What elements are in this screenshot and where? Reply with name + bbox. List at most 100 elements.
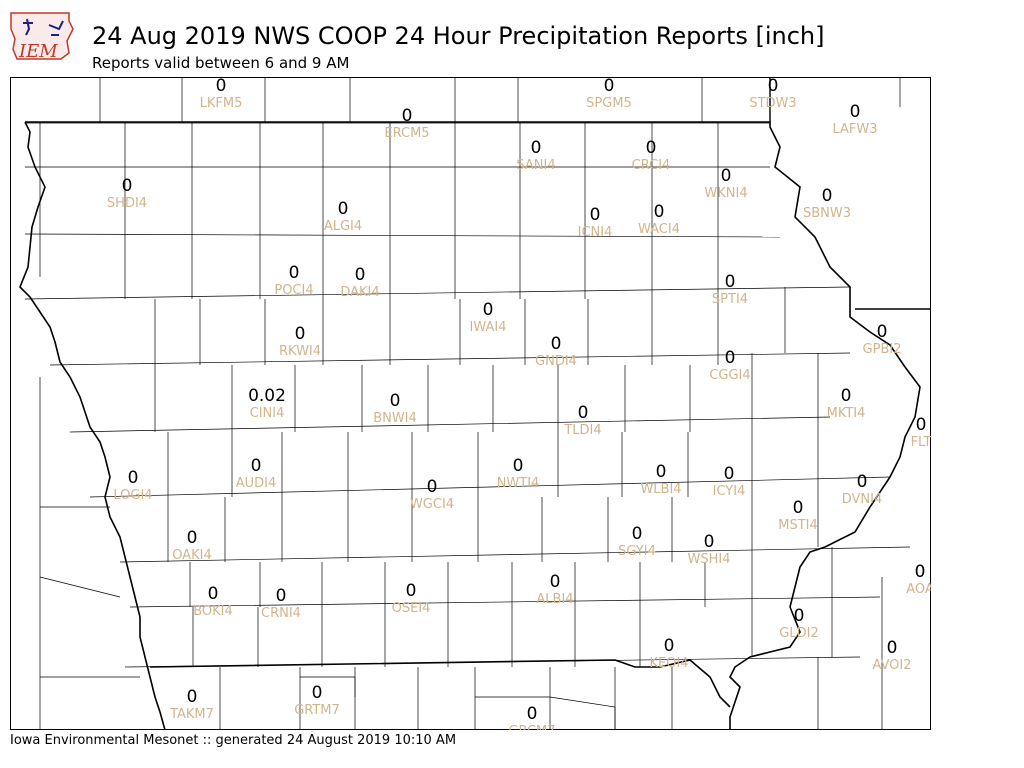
- station-value: 0: [355, 265, 366, 285]
- station-value: 0: [427, 477, 438, 497]
- station-value: 0: [551, 334, 562, 354]
- station-id-label: DVNI4: [842, 492, 883, 507]
- station-value: 0: [483, 300, 494, 320]
- station-value: 0: [704, 532, 715, 552]
- station-id-label: STDW3: [749, 96, 796, 111]
- station-value: 0: [590, 205, 601, 225]
- station-value: 0: [654, 202, 665, 222]
- station-value: 0: [604, 77, 615, 96]
- station-id-label: WGCI4: [410, 497, 454, 512]
- footer-credit: Iowa Environmental Mesonet :: generated …: [10, 733, 457, 748]
- station-value: 0: [390, 391, 401, 411]
- station-value: 0: [793, 498, 804, 518]
- station-value: 0: [402, 106, 413, 126]
- station-id-label: GNDI4: [535, 354, 577, 369]
- station-id-label: GRTM7: [294, 703, 340, 718]
- station-value: 0: [632, 524, 643, 544]
- station-id-label: CINI4: [250, 406, 285, 421]
- station-value: 0: [208, 584, 219, 604]
- station-value: 0: [550, 572, 561, 592]
- station-id-label: LKFM5: [200, 96, 243, 111]
- station-value: 0: [877, 322, 888, 342]
- station-value: 0: [664, 636, 675, 656]
- station-id-label: SGYI4: [618, 544, 656, 559]
- station-id-label: ALBI4: [536, 592, 573, 607]
- station-value: 0: [312, 683, 323, 703]
- station-reports: 0LKFM50SPGM50STDW30ERCM50LAFW30SANI40CRC…: [107, 77, 931, 730]
- station-id-label: WKNI4: [704, 186, 747, 201]
- station-id-label: GRCM7: [508, 724, 555, 730]
- station-value: 0: [187, 528, 198, 548]
- station-value: 0: [406, 581, 417, 601]
- station-id-label: CRCI4: [632, 158, 671, 173]
- station-report: 0GRCM7: [508, 704, 555, 730]
- station-value: 0: [768, 77, 779, 96]
- station-value: 0: [841, 386, 852, 406]
- station-id-label: OSEI4: [392, 601, 431, 616]
- station-value: 0: [656, 462, 667, 482]
- station-id-label: TAKM7: [169, 707, 214, 722]
- station-id-label: GPBI2: [863, 342, 902, 357]
- station-id-label: WSHI4: [688, 552, 731, 567]
- station-id-label: LAFW3: [832, 122, 877, 137]
- station-id-label: KEOI4: [649, 656, 688, 671]
- station-id-label: AUDI4: [236, 476, 277, 491]
- station-value: 0: [725, 348, 736, 368]
- station-value: 0: [721, 166, 732, 186]
- station-value: 0: [822, 186, 833, 206]
- station-id-label: FLT: [911, 435, 931, 450]
- station-id-label: MKTI4: [827, 406, 866, 421]
- station-id-label: LOGI4: [113, 488, 152, 503]
- station-id-label: SANI4: [516, 158, 555, 173]
- station-id-label: ICNI4: [578, 225, 613, 240]
- station-id-label: ICYI4: [713, 484, 746, 499]
- station-id-label: BNWI4: [373, 411, 417, 426]
- station-value: 0: [187, 687, 198, 707]
- station-id-label: AVOI2: [872, 658, 911, 673]
- station-value: 0: [513, 456, 524, 476]
- station-value: 0: [527, 704, 538, 724]
- station-id-label: ALGI4: [324, 219, 362, 234]
- state-boundaries: [19, 77, 931, 730]
- station-id-label: TLDI4: [563, 423, 601, 438]
- station-id-label: OAKI4: [172, 548, 212, 563]
- station-value: 0: [289, 263, 300, 283]
- station-id-label: CRNI4: [261, 606, 301, 621]
- precipitation-map[interactable]: 0 LKFM5 0 SPGM5 0 STDW3 0 ERCM5 0 LAFW3 0 SANI4 0 CRC…: [10, 77, 931, 730]
- station-id-label: SBNW3: [803, 206, 851, 221]
- station-id-label: BOKI4: [193, 604, 233, 619]
